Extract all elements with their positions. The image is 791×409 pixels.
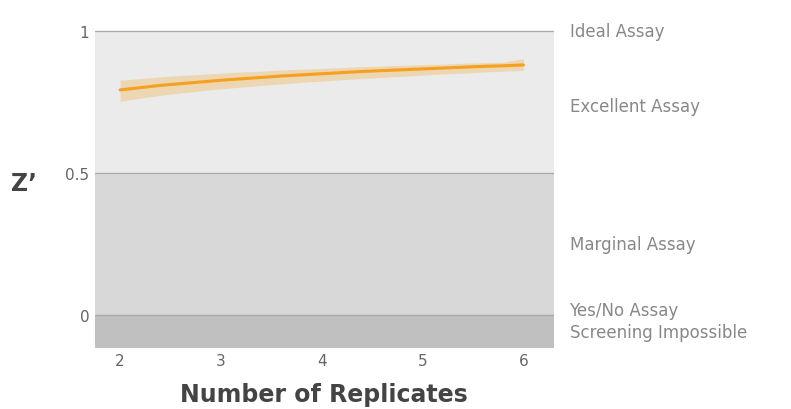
X-axis label: Number of Replicates: Number of Replicates (180, 382, 468, 406)
Bar (95, 173, 554, 315)
Bar (95, 20, 554, 32)
Bar (95, 32, 554, 173)
Text: Excellent Assay: Excellent Assay (570, 98, 699, 116)
Text: Marginal Assay: Marginal Assay (570, 235, 695, 253)
Text: Screening Impossible: Screening Impossible (570, 324, 747, 342)
Bar (95, 315, 554, 348)
Text: Ideal Assay: Ideal Assay (570, 23, 664, 41)
Text: Yes/No Assay: Yes/No Assay (570, 301, 679, 319)
Text: Z’: Z’ (11, 172, 36, 196)
